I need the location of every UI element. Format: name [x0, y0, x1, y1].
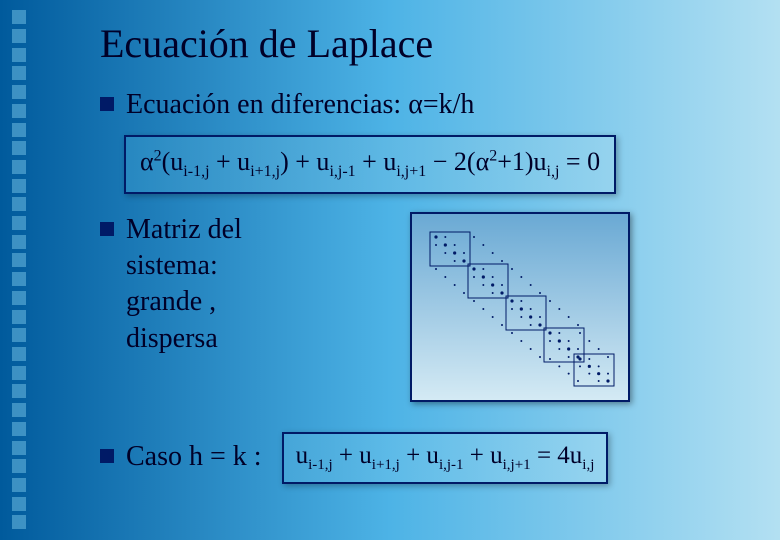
bullet-text-2: Matriz del sistema: grande , dispersa [126, 212, 242, 358]
sidebar-square [12, 104, 26, 118]
sidebar-square [12, 459, 26, 473]
eq1-sub2: i+1,j [250, 164, 280, 181]
slide-title: Ecuación de Laplace [100, 20, 760, 67]
bullet-icon [100, 222, 114, 236]
eq2-s2: i+1,j [372, 457, 400, 473]
bullet-text-1: Ecuación en diferencias: α=k/h [126, 87, 474, 123]
eq1-minus: − 2(α [426, 147, 489, 176]
eq2-s4: i,j+1 [503, 457, 531, 473]
eq1-sup2: 2 [154, 148, 162, 165]
sidebar-square [12, 66, 26, 80]
bullet-text-3: Caso h = k : [126, 439, 262, 475]
matrix-svg [424, 226, 620, 392]
sidebar-square [12, 441, 26, 455]
sidebar-square [12, 235, 26, 249]
b2-l4: dispersa [126, 321, 242, 357]
sidebar-square [12, 160, 26, 174]
eq1-plus3: +1)u [497, 147, 546, 176]
sidebar-square [12, 347, 26, 361]
sidebar-square [12, 85, 26, 99]
eq2-t3: + u [400, 442, 439, 469]
bullet-row-3: Caso h = k : [100, 439, 262, 475]
sidebar-square [12, 310, 26, 324]
sidebar-square [12, 253, 26, 267]
sidebar-square [12, 366, 26, 380]
sidebar-square [12, 291, 26, 305]
equation-box-2: ui-1,j + ui+1,j + ui,j-1 + ui,j+1 = 4ui,… [282, 432, 609, 484]
sidebar-square [12, 216, 26, 230]
sidebar-square [12, 123, 26, 137]
eq1-sup2b: 2 [489, 148, 497, 165]
sidebar-square [12, 328, 26, 342]
sidebar-square [12, 179, 26, 193]
eq2-t2: + u [333, 442, 372, 469]
sidebar-square [12, 403, 26, 417]
eq1-plus2: + u [356, 147, 397, 176]
b2-l3: grande , [126, 284, 242, 320]
bullet-icon [100, 449, 114, 463]
sidebar-square [12, 197, 26, 211]
b2-l1: Matriz del [126, 212, 242, 248]
case-row: Caso h = k : ui-1,j + ui+1,j + ui,j-1 + … [100, 432, 760, 484]
eq2-s5: i,j [582, 457, 594, 473]
eq1-sub3: i,j-1 [329, 164, 355, 181]
sidebar-square [12, 515, 26, 529]
sidebar-square [12, 10, 26, 24]
slide-content: Ecuación de Laplace Ecuación en diferenc… [100, 20, 760, 484]
eq1-sub4: i,j+1 [396, 164, 426, 181]
eq2-s1: i-1,j [308, 457, 333, 473]
eq1-sub5: i,j [547, 164, 560, 181]
decorative-sidebar [0, 0, 40, 540]
bullet-row-2: Matriz del sistema: grande , dispersa [100, 212, 360, 358]
sidebar-square [12, 141, 26, 155]
sidebar-square [12, 478, 26, 492]
bullet-icon [100, 97, 114, 111]
eq1-alpha: α [140, 147, 154, 176]
sidebar-square [12, 48, 26, 62]
sidebar-square [12, 384, 26, 398]
eq1-sub1: i-1,j [183, 164, 209, 181]
sidebar-square [12, 422, 26, 436]
equation-box-1: α2(ui-1,j + ui+1,j) + ui,j-1 + ui,j+1 − … [124, 135, 616, 193]
eq2-s3: i,j-1 [439, 457, 464, 473]
eq2-t4: + u [464, 442, 503, 469]
eq1-plus1: + u [210, 147, 251, 176]
sidebar-square [12, 497, 26, 511]
eq1-eq0: = 0 [559, 147, 600, 176]
eq1-rp: ) + u [280, 147, 329, 176]
matrix-diagram [410, 212, 630, 402]
eq2-t1: u [296, 442, 309, 469]
bullet-row-1: Ecuación en diferencias: α=k/h [100, 87, 760, 123]
sidebar-square [12, 29, 26, 43]
sidebar-square [12, 272, 26, 286]
matrix-section: Matriz del sistema: grande , dispersa [100, 212, 760, 402]
b2-l2: sistema: [126, 248, 242, 284]
eq1-lp: (u [162, 147, 184, 176]
eq2-t5: = 4u [531, 442, 583, 469]
